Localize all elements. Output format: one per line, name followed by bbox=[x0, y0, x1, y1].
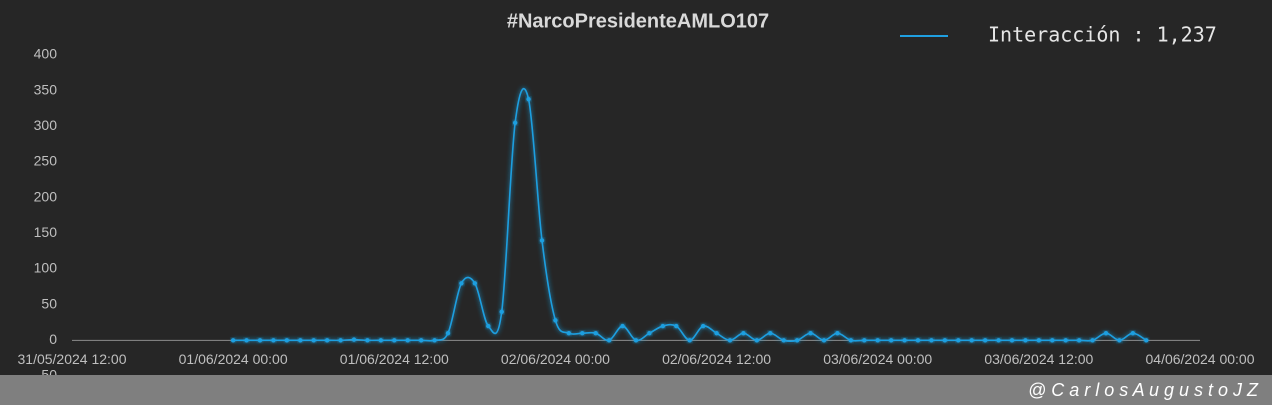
x-tick-label: 31/05/2024 12:00 bbox=[18, 351, 127, 367]
y-tick-label: 350 bbox=[34, 81, 58, 97]
data-point bbox=[1076, 338, 1082, 343]
x-tick-label: 01/06/2024 12:00 bbox=[340, 351, 449, 367]
data-point bbox=[915, 338, 921, 343]
data-point bbox=[486, 323, 491, 329]
data-point bbox=[553, 318, 558, 323]
y-tick-label: 200 bbox=[34, 188, 58, 204]
data-point bbox=[1090, 338, 1095, 343]
data-point bbox=[284, 338, 290, 343]
data-point bbox=[1144, 338, 1149, 343]
y-tick-label: 250 bbox=[34, 153, 58, 169]
data-point bbox=[432, 338, 437, 343]
data-point bbox=[580, 331, 585, 336]
data-point bbox=[956, 338, 961, 343]
data-point bbox=[1023, 338, 1028, 343]
data-point bbox=[418, 338, 424, 343]
data-point bbox=[526, 97, 531, 102]
data-point bbox=[942, 338, 948, 343]
data-point bbox=[1130, 331, 1136, 336]
data-point bbox=[378, 338, 384, 343]
data-point bbox=[472, 281, 478, 286]
data-point bbox=[606, 338, 612, 343]
data-point bbox=[298, 338, 303, 343]
data-point bbox=[727, 338, 733, 343]
data-point bbox=[230, 338, 236, 343]
footer-bar bbox=[0, 375, 1272, 405]
data-point bbox=[929, 338, 934, 343]
data-point bbox=[982, 338, 988, 343]
data-point bbox=[687, 338, 692, 343]
data-point bbox=[768, 331, 773, 336]
data-point bbox=[244, 338, 249, 343]
data-point bbox=[338, 338, 343, 343]
data-point bbox=[888, 338, 894, 343]
data-point bbox=[1063, 338, 1068, 343]
x-tick-label: 02/06/2024 00:00 bbox=[501, 351, 610, 367]
y-tick-label: 100 bbox=[34, 260, 58, 276]
x-tick-label: 04/06/2024 00:00 bbox=[1146, 351, 1255, 367]
data-point bbox=[969, 338, 974, 343]
data-point bbox=[392, 338, 397, 343]
data-point bbox=[445, 331, 451, 336]
x-tick-label: 03/06/2024 00:00 bbox=[823, 351, 932, 367]
data-point bbox=[835, 331, 840, 336]
y-tick-label: 300 bbox=[34, 117, 58, 133]
data-point bbox=[1050, 338, 1055, 343]
y-tick-label: 0 bbox=[49, 331, 57, 347]
watermark: @ C a r l o s A u g u s t o J Z bbox=[1028, 380, 1259, 400]
x-tick-label: 01/06/2024 00:00 bbox=[179, 351, 288, 367]
data-point bbox=[405, 338, 410, 343]
data-point bbox=[781, 338, 786, 343]
x-tick-label: 02/06/2024 12:00 bbox=[662, 351, 771, 367]
data-point bbox=[741, 331, 746, 336]
chart-title: #NarcoPresidenteAMLO107 bbox=[507, 10, 769, 32]
data-point bbox=[1036, 338, 1042, 343]
x-tick-label: 03/06/2024 12:00 bbox=[984, 351, 1093, 367]
data-point bbox=[593, 331, 598, 336]
data-point bbox=[566, 331, 572, 336]
data-point bbox=[848, 338, 854, 343]
data-point bbox=[875, 338, 880, 343]
data-point bbox=[794, 338, 800, 343]
data-point bbox=[257, 338, 263, 343]
data-point bbox=[512, 120, 518, 125]
data-point bbox=[1009, 338, 1015, 343]
data-point bbox=[324, 338, 330, 343]
data-point bbox=[808, 331, 813, 336]
data-point bbox=[821, 338, 827, 343]
data-point bbox=[1117, 338, 1122, 343]
data-point bbox=[1103, 331, 1109, 336]
data-point bbox=[714, 331, 719, 336]
y-tick-label: 50 bbox=[41, 295, 57, 311]
y-tick-label: 150 bbox=[34, 224, 58, 240]
data-point bbox=[754, 338, 760, 343]
data-point bbox=[996, 338, 1001, 343]
data-point bbox=[351, 337, 357, 342]
data-point bbox=[862, 338, 867, 343]
y-tick-label: 400 bbox=[34, 46, 58, 62]
data-point bbox=[633, 338, 639, 343]
data-point bbox=[674, 323, 679, 329]
data-point bbox=[539, 238, 545, 243]
data-point bbox=[902, 338, 907, 343]
data-point bbox=[365, 338, 370, 343]
data-point bbox=[620, 323, 625, 329]
data-point bbox=[459, 281, 464, 286]
series-line bbox=[233, 87, 1147, 343]
data-point bbox=[647, 331, 652, 336]
data-point bbox=[499, 309, 504, 314]
data-point bbox=[700, 323, 706, 329]
data-point bbox=[311, 338, 316, 343]
data-point bbox=[271, 338, 276, 343]
data-point bbox=[660, 323, 666, 329]
legend-label: Interacción : 1,237 bbox=[988, 23, 1217, 47]
